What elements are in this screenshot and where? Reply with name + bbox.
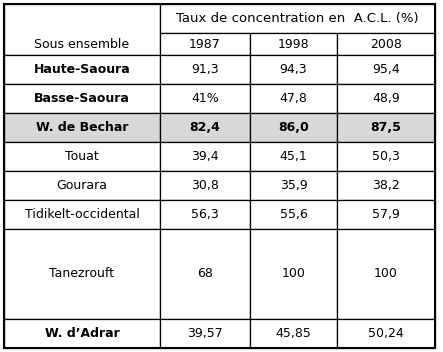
- Text: 41%: 41%: [191, 92, 219, 105]
- Text: W. d’Adrar: W. d’Adrar: [45, 327, 119, 340]
- Bar: [160, 56, 250, 84]
- Bar: [250, 228, 337, 319]
- Text: 47,8: 47,8: [280, 92, 307, 105]
- Bar: [337, 84, 435, 113]
- Bar: [250, 56, 337, 84]
- Bar: [337, 319, 435, 348]
- Text: 30,8: 30,8: [191, 179, 219, 192]
- Bar: [250, 113, 337, 142]
- Bar: [160, 319, 250, 348]
- Bar: [160, 84, 250, 113]
- Text: 45,85: 45,85: [276, 327, 311, 340]
- Bar: [4, 228, 160, 319]
- Text: Taux de concentration en  A.C.L. (%): Taux de concentration en A.C.L. (%): [176, 12, 419, 25]
- Text: Sous ensemble: Sous ensemble: [35, 38, 129, 51]
- Bar: [4, 84, 160, 113]
- Bar: [250, 200, 337, 228]
- Text: 45,1: 45,1: [280, 150, 307, 163]
- Bar: [160, 113, 250, 142]
- Text: 100: 100: [374, 268, 398, 280]
- Bar: [160, 142, 250, 171]
- Text: 68: 68: [197, 268, 213, 280]
- Text: 38,2: 38,2: [372, 179, 400, 192]
- Bar: [250, 33, 337, 56]
- Bar: [250, 84, 337, 113]
- Text: 56,3: 56,3: [191, 208, 219, 221]
- Text: 2008: 2008: [370, 38, 402, 51]
- Text: Tidikelt-occidental: Tidikelt-occidental: [24, 208, 140, 221]
- Bar: [337, 113, 435, 142]
- Text: 82,4: 82,4: [190, 121, 221, 134]
- Bar: [160, 171, 250, 200]
- Text: 94,3: 94,3: [280, 63, 307, 76]
- Bar: [160, 200, 250, 228]
- Bar: [160, 4, 435, 33]
- Text: 86,0: 86,0: [278, 121, 309, 134]
- Text: Basse-Saoura: Basse-Saoura: [34, 92, 130, 105]
- Bar: [337, 56, 435, 84]
- Text: 50,24: 50,24: [368, 327, 404, 340]
- Bar: [4, 200, 160, 228]
- Bar: [250, 171, 337, 200]
- Text: 57,9: 57,9: [372, 208, 400, 221]
- Text: 39,4: 39,4: [191, 150, 219, 163]
- Bar: [4, 56, 160, 84]
- Text: 1987: 1987: [189, 38, 221, 51]
- Text: Touat: Touat: [65, 150, 99, 163]
- Bar: [337, 33, 435, 56]
- Bar: [4, 171, 160, 200]
- Text: 100: 100: [282, 268, 305, 280]
- Text: Tanezrouft: Tanezrouft: [50, 268, 114, 280]
- Bar: [4, 319, 160, 348]
- Text: 95,4: 95,4: [372, 63, 400, 76]
- Text: 35,9: 35,9: [280, 179, 307, 192]
- Text: 87,5: 87,5: [370, 121, 401, 134]
- Text: Gourara: Gourara: [57, 179, 108, 192]
- Text: 48,9: 48,9: [372, 92, 400, 105]
- Text: 50,3: 50,3: [372, 150, 400, 163]
- Bar: [4, 142, 160, 171]
- Bar: [337, 200, 435, 228]
- Bar: [250, 142, 337, 171]
- Bar: [160, 228, 250, 319]
- Bar: [250, 319, 337, 348]
- Text: 55,6: 55,6: [280, 208, 307, 221]
- Bar: [4, 113, 160, 142]
- Bar: [337, 228, 435, 319]
- Text: 1998: 1998: [278, 38, 309, 51]
- Bar: [337, 171, 435, 200]
- Bar: [337, 142, 435, 171]
- Bar: [4, 4, 160, 56]
- Text: 91,3: 91,3: [191, 63, 219, 76]
- Text: Haute-Saoura: Haute-Saoura: [34, 63, 130, 76]
- Bar: [160, 33, 250, 56]
- Text: 39,57: 39,57: [187, 327, 223, 340]
- Text: W. de Bechar: W. de Bechar: [36, 121, 128, 134]
